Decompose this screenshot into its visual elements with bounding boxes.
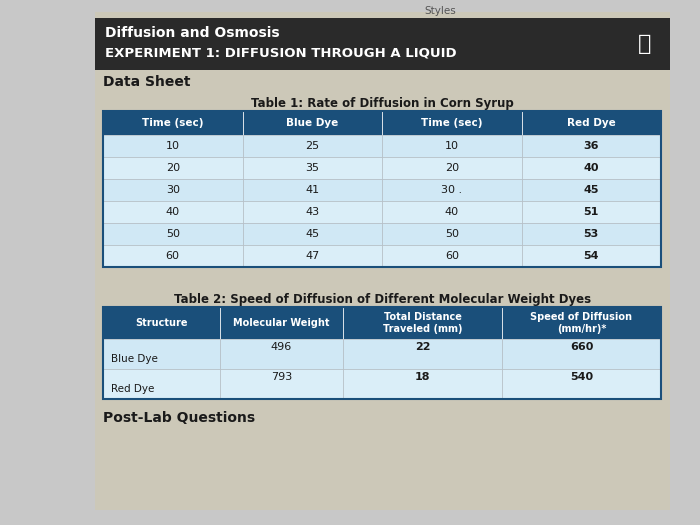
FancyBboxPatch shape — [103, 157, 242, 179]
FancyBboxPatch shape — [522, 223, 661, 245]
FancyBboxPatch shape — [103, 369, 220, 399]
FancyBboxPatch shape — [522, 135, 661, 157]
Text: Styles: Styles — [424, 6, 456, 16]
Text: 🧪: 🧪 — [638, 34, 652, 54]
FancyBboxPatch shape — [103, 111, 242, 135]
FancyBboxPatch shape — [242, 157, 382, 179]
Text: 540: 540 — [570, 372, 593, 382]
FancyBboxPatch shape — [220, 307, 343, 339]
FancyBboxPatch shape — [242, 223, 382, 245]
FancyBboxPatch shape — [382, 111, 522, 135]
FancyBboxPatch shape — [382, 223, 522, 245]
Text: Speed of Diffusion
(mm/hr)*: Speed of Diffusion (mm/hr)* — [531, 312, 633, 334]
Text: Diffusion and Osmosis: Diffusion and Osmosis — [105, 26, 279, 40]
Text: 60: 60 — [444, 251, 458, 261]
FancyBboxPatch shape — [502, 339, 661, 369]
FancyBboxPatch shape — [242, 135, 382, 157]
FancyBboxPatch shape — [242, 201, 382, 223]
Text: 47: 47 — [305, 251, 319, 261]
Text: 10: 10 — [444, 141, 458, 151]
FancyBboxPatch shape — [522, 157, 661, 179]
FancyBboxPatch shape — [382, 201, 522, 223]
Text: Time (sec): Time (sec) — [142, 118, 204, 128]
FancyBboxPatch shape — [103, 201, 242, 223]
Text: Time (sec): Time (sec) — [421, 118, 482, 128]
FancyBboxPatch shape — [103, 135, 242, 157]
Text: 60: 60 — [166, 251, 180, 261]
Text: 40: 40 — [166, 207, 180, 217]
Text: 35: 35 — [305, 163, 319, 173]
Text: 660: 660 — [570, 342, 593, 352]
FancyBboxPatch shape — [522, 201, 661, 223]
FancyBboxPatch shape — [382, 135, 522, 157]
Text: Blue Dye: Blue Dye — [286, 118, 338, 128]
Text: 20: 20 — [166, 163, 180, 173]
Text: 50: 50 — [444, 229, 458, 239]
FancyBboxPatch shape — [220, 369, 343, 399]
Text: 25: 25 — [305, 141, 319, 151]
Text: 10: 10 — [166, 141, 180, 151]
Text: 51: 51 — [584, 207, 599, 217]
Text: EXPERIMENT 1: DIFFUSION THROUGH A LIQUID: EXPERIMENT 1: DIFFUSION THROUGH A LIQUID — [105, 46, 456, 59]
FancyBboxPatch shape — [242, 245, 382, 267]
FancyBboxPatch shape — [95, 12, 670, 510]
FancyBboxPatch shape — [343, 339, 502, 369]
FancyBboxPatch shape — [103, 223, 242, 245]
FancyBboxPatch shape — [95, 18, 670, 70]
Text: 22: 22 — [414, 342, 430, 352]
Text: 50: 50 — [166, 229, 180, 239]
Text: 36: 36 — [584, 141, 599, 151]
Text: Red Dye: Red Dye — [111, 383, 155, 394]
FancyBboxPatch shape — [502, 307, 661, 339]
FancyBboxPatch shape — [103, 307, 220, 339]
Text: 43: 43 — [305, 207, 319, 217]
Text: Blue Dye: Blue Dye — [111, 353, 158, 363]
FancyBboxPatch shape — [522, 245, 661, 267]
Text: 20: 20 — [444, 163, 458, 173]
Text: 41: 41 — [305, 185, 319, 195]
Text: Total Distance
Traveled (mm): Total Distance Traveled (mm) — [383, 312, 462, 334]
Text: Table 1: Rate of Diffusion in Corn Syrup: Table 1: Rate of Diffusion in Corn Syrup — [251, 97, 514, 110]
FancyBboxPatch shape — [522, 111, 661, 135]
Text: Molecular Weight: Molecular Weight — [233, 318, 330, 328]
FancyBboxPatch shape — [103, 245, 242, 267]
Text: 30: 30 — [166, 185, 180, 195]
FancyBboxPatch shape — [103, 339, 220, 369]
Text: Post-Lab Questions: Post-Lab Questions — [103, 411, 255, 425]
FancyBboxPatch shape — [103, 179, 242, 201]
Text: 30 .: 30 . — [441, 185, 462, 195]
Text: Data Sheet: Data Sheet — [103, 75, 190, 89]
Text: Table 2: Speed of Diffusion of Different Molecular Weight Dyes: Table 2: Speed of Diffusion of Different… — [174, 293, 591, 306]
FancyBboxPatch shape — [382, 245, 522, 267]
FancyBboxPatch shape — [382, 179, 522, 201]
Text: 40: 40 — [584, 163, 599, 173]
Text: 18: 18 — [414, 372, 430, 382]
FancyBboxPatch shape — [343, 307, 502, 339]
Text: 53: 53 — [584, 229, 599, 239]
FancyBboxPatch shape — [242, 179, 382, 201]
FancyBboxPatch shape — [343, 369, 502, 399]
Text: 45: 45 — [584, 185, 599, 195]
FancyBboxPatch shape — [522, 179, 661, 201]
FancyBboxPatch shape — [502, 369, 661, 399]
Text: 54: 54 — [584, 251, 599, 261]
Text: 793: 793 — [271, 372, 292, 382]
Text: 45: 45 — [305, 229, 319, 239]
Text: Red Dye: Red Dye — [567, 118, 615, 128]
Text: 40: 40 — [444, 207, 458, 217]
FancyBboxPatch shape — [220, 339, 343, 369]
Text: Structure: Structure — [135, 318, 188, 328]
FancyBboxPatch shape — [242, 111, 382, 135]
Text: 496: 496 — [271, 342, 292, 352]
FancyBboxPatch shape — [382, 157, 522, 179]
